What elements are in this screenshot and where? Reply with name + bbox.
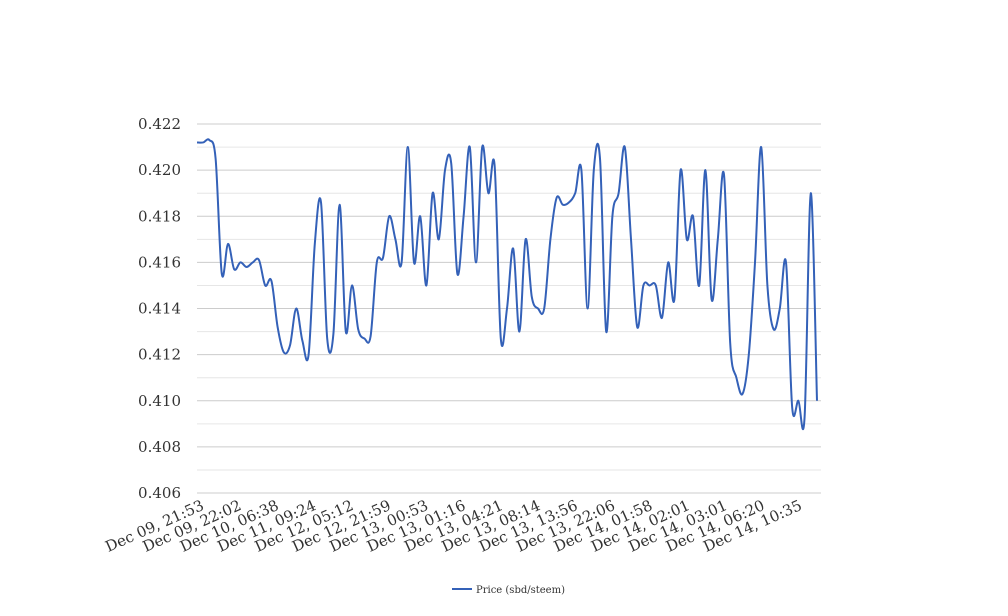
- y-tick-label: 0.410: [138, 392, 181, 410]
- y-tick-label: 0.416: [138, 253, 181, 271]
- y-axis-ticks: 0.406 0.408 0.410 0.412 0.414 0.416 0.418 0.420…: [138, 115, 181, 502]
- y-tick-label: 0.408: [138, 438, 181, 456]
- series-line-price: [196, 138, 818, 430]
- y-tick-label: 0.422: [138, 115, 181, 133]
- y-tick-label: 0.414: [138, 300, 181, 318]
- series-layer: [196, 138, 818, 430]
- y-tick-label: 0.406: [138, 484, 181, 502]
- y-tick-label: 0.420: [138, 161, 181, 179]
- legend-label-price: Price (sbd/steem): [476, 585, 565, 596]
- grid: [197, 123, 821, 494]
- legend: Price (sbd/steem): [452, 585, 565, 596]
- y-tick-label: 0.412: [138, 346, 181, 364]
- y-tick-label: 0.418: [138, 207, 181, 225]
